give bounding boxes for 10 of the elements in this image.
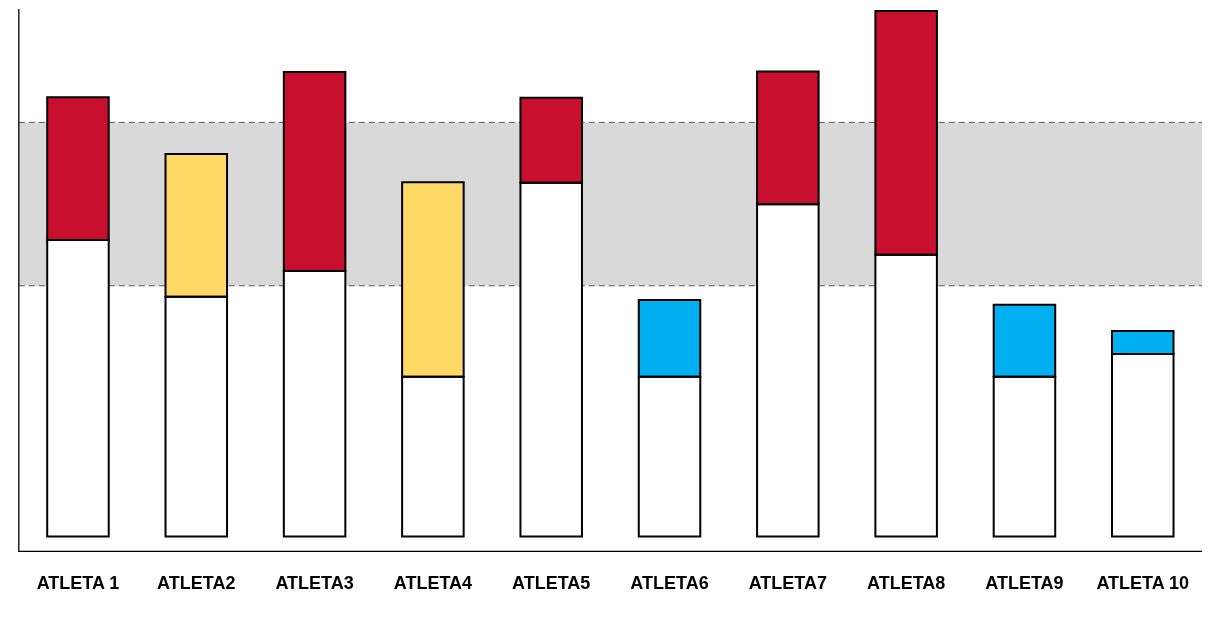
x-tick-label: ATLETA6 (630, 573, 709, 594)
x-tick-label: ATLETA 1 (36, 573, 120, 594)
x-tick-label: ATLETA4 (393, 573, 473, 594)
x-tick-label: ATLETA2 (157, 573, 236, 594)
x-tick-label: ATLETA 10 (1096, 573, 1190, 594)
x-tick-label: ATLETA7 (748, 573, 827, 594)
x-tick-label: ATLETA5 (512, 573, 591, 594)
x-tick-label: ATLETA9 (985, 573, 1064, 594)
x-tick-label: ATLETA8 (866, 573, 946, 594)
x-tick-label: ATLETA3 (275, 573, 354, 594)
